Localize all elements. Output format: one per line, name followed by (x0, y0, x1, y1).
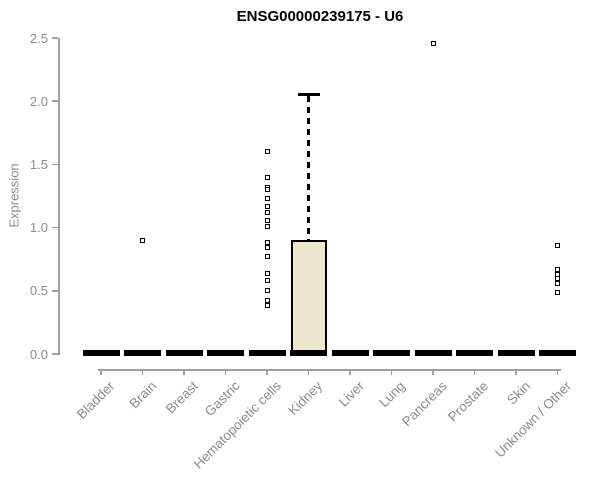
x-tick-label: Kidney (285, 378, 326, 419)
y-tick (52, 353, 58, 355)
outlier-point (264, 245, 270, 251)
y-tick-label: 0.0 (29, 346, 48, 362)
x-tick-label: Breast (162, 378, 201, 417)
whisker-cap (297, 92, 320, 96)
median-bar (207, 349, 244, 356)
x-tick-label: Gastric (201, 378, 243, 420)
y-tick-label: 2.5 (29, 30, 48, 46)
outlier-point (430, 40, 436, 46)
x-tick-label: Prostate (445, 378, 492, 425)
y-tick (52, 163, 58, 166)
y-tick (52, 37, 58, 39)
outlier-point (555, 280, 560, 286)
x-tick (349, 369, 351, 375)
median-bar (82, 349, 120, 356)
outlier-point (140, 237, 145, 243)
median-bar (497, 349, 535, 356)
x-tick (390, 369, 393, 375)
x-tick-label: Liver (335, 378, 367, 410)
x-tick (473, 369, 476, 375)
median-bar (331, 349, 369, 356)
outlier-point (264, 254, 270, 260)
outlier-point (555, 266, 560, 272)
outlier-point (264, 203, 270, 209)
y-tick (52, 226, 58, 229)
x-tick (266, 369, 268, 375)
median-bar (290, 349, 327, 356)
y-tick-label: 0.5 (29, 283, 48, 299)
x-tick-label: Skin (503, 378, 533, 408)
whisker-line (307, 95, 310, 241)
x-tick-label: Brain (126, 378, 160, 412)
x-axis-line (98, 369, 561, 371)
x-tick-label: Pancreas (398, 378, 450, 430)
y-axis-label: Expression (6, 163, 22, 228)
x-tick (183, 369, 185, 375)
x-tick-label: Lung (376, 378, 409, 411)
x-tick (515, 369, 517, 375)
outlier-point (264, 240, 270, 246)
x-tick (141, 369, 144, 375)
y-axis-line (58, 38, 60, 355)
median-bar (124, 349, 161, 356)
outlier-point (264, 187, 270, 193)
x-tick (307, 369, 310, 375)
outlier-point (264, 209, 270, 215)
outlier-point (555, 289, 560, 295)
chart-title: ENSG00000239175 - U6 (236, 8, 404, 25)
x-tick (556, 369, 559, 375)
median-bar (456, 349, 493, 356)
median-bar (248, 349, 286, 356)
outlier-point (264, 288, 270, 294)
outlier-point (264, 298, 270, 304)
median-bar (373, 349, 410, 356)
median-bar (539, 349, 576, 356)
x-tick (100, 369, 102, 375)
outlier-point (264, 217, 270, 223)
outlier-point (264, 174, 270, 180)
outlier-point (264, 278, 270, 284)
box-rect (290, 240, 327, 353)
x-tick-label: Bladder (74, 378, 118, 422)
x-tick (224, 369, 227, 375)
outlier-point (264, 149, 270, 155)
outlier-point (555, 275, 560, 281)
outlier-point (264, 196, 270, 202)
y-tick-label: 2.0 (29, 93, 48, 109)
outlier-point (264, 303, 270, 309)
outlier-point (555, 242, 560, 248)
x-tick-label: Unknown / Other (492, 378, 575, 461)
y-tick (52, 290, 58, 292)
outlier-point (264, 270, 270, 276)
y-tick-label: 1.5 (29, 156, 48, 172)
median-bar (414, 349, 452, 356)
median-bar (165, 349, 203, 356)
y-tick (52, 100, 58, 102)
x-tick (432, 369, 434, 375)
outlier-point (264, 223, 270, 229)
y-tick-label: 1.0 (29, 220, 48, 236)
